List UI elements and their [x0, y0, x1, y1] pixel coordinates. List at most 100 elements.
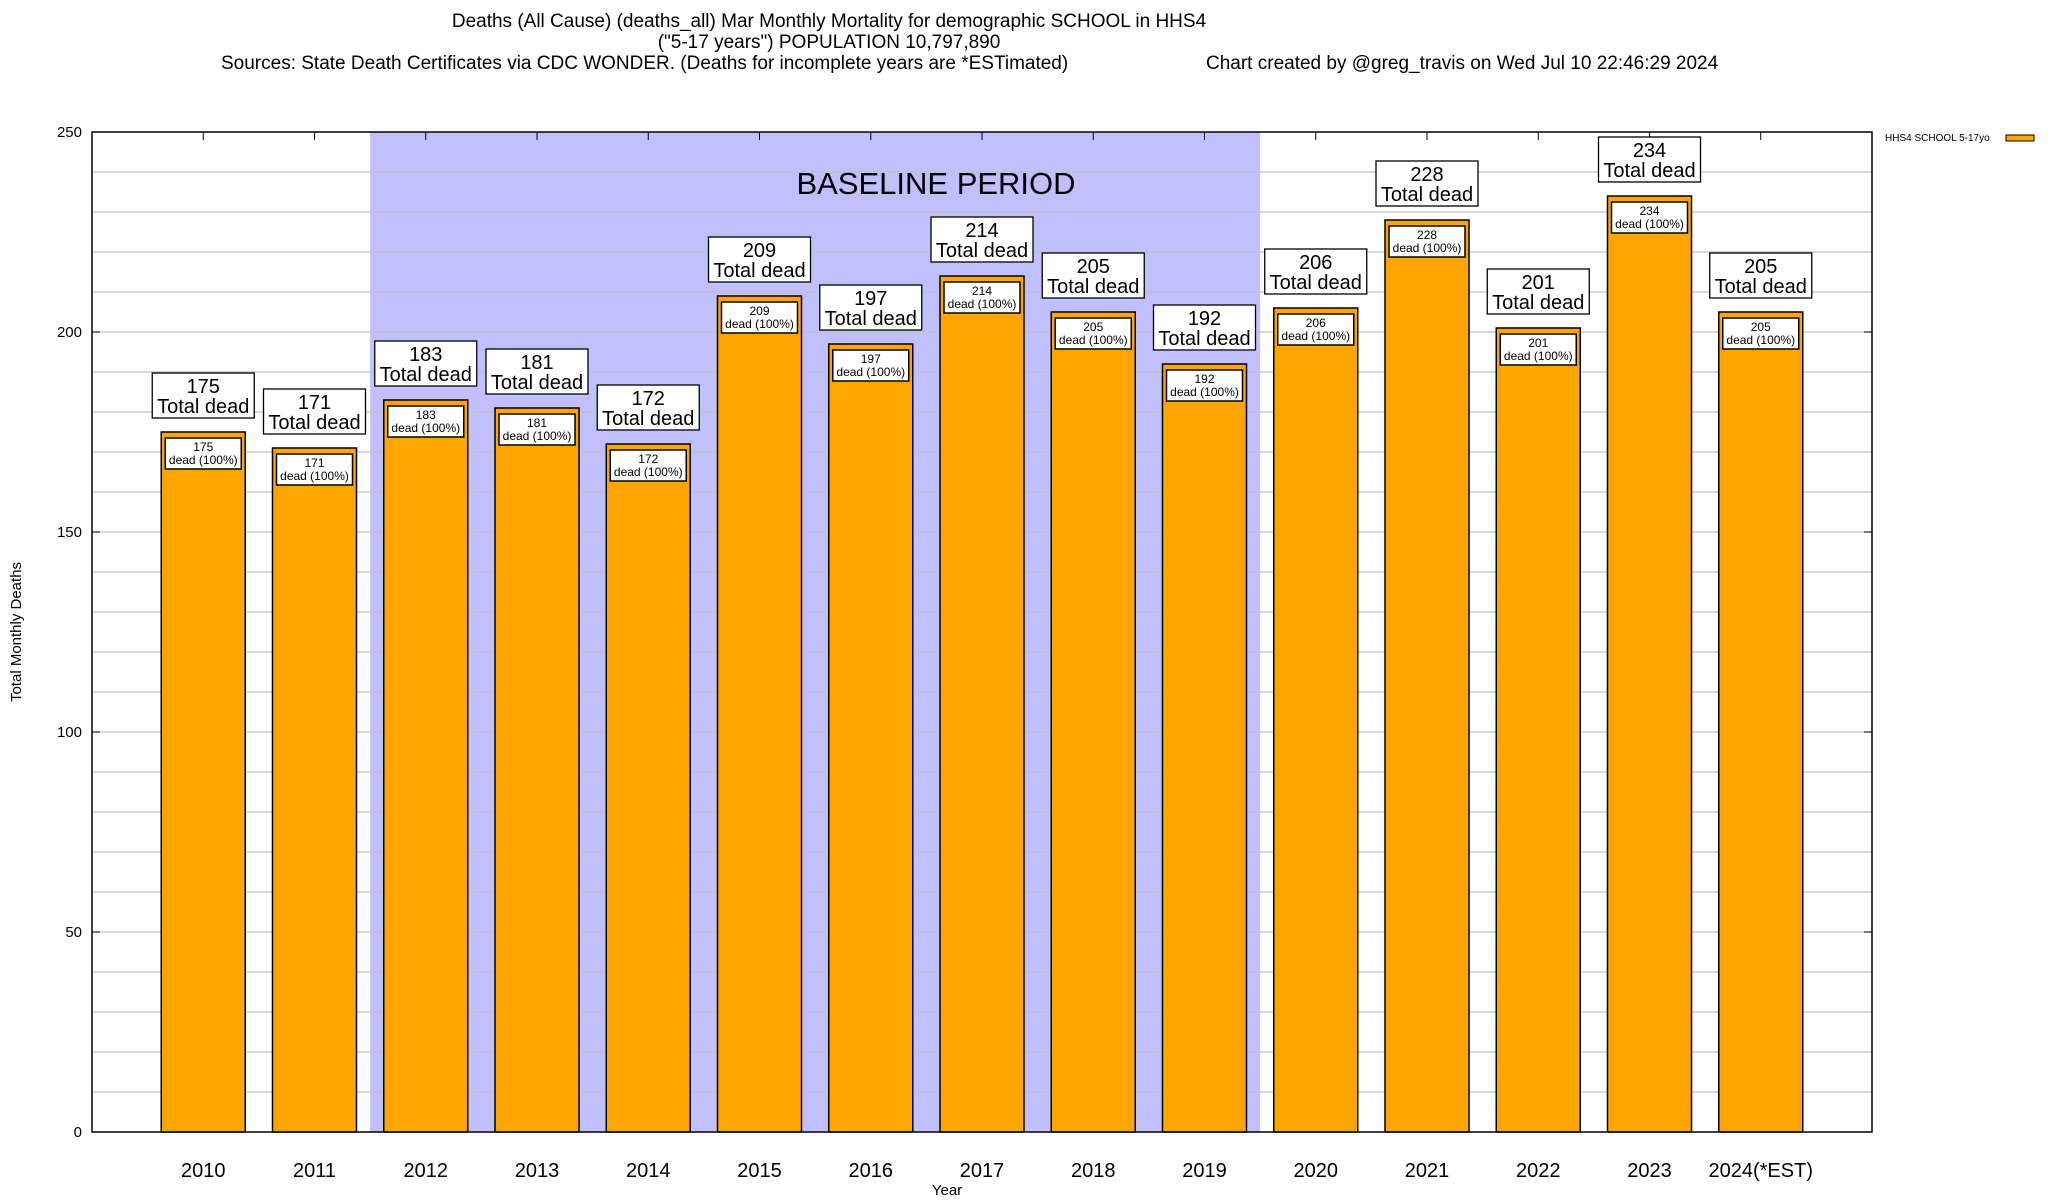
top-label-text: Total dead: [1715, 276, 1807, 298]
x-tick-label: 2015: [737, 1160, 782, 1182]
inner-label-text: dead (100%): [280, 469, 349, 483]
inner-label-text: dead (100%): [1393, 241, 1462, 255]
y-axis-label: Total Monthly Deaths: [8, 562, 25, 702]
top-label-value: 192: [1188, 308, 1221, 330]
top-label-text: Total dead: [825, 308, 917, 330]
top-label-box: [151, 372, 255, 419]
top-label-value: 183: [409, 344, 442, 366]
x-tick-label: 2010: [181, 1160, 226, 1182]
x-tick-label: 2022: [1516, 1160, 1561, 1182]
chart-sources: Sources: State Death Certificates via CD…: [221, 53, 1069, 74]
inner-label-value: 197: [861, 352, 881, 366]
top-label-box: [1486, 268, 1590, 315]
inner-label-text: dead (100%): [725, 317, 794, 331]
inner-label-value: 234: [1639, 204, 1659, 218]
bar-2010: [160, 431, 246, 1133]
x-tick-label: 2020: [1294, 1160, 1339, 1182]
inner-label-text: dead (100%): [391, 421, 460, 435]
inner-label-value: 201: [1528, 336, 1548, 350]
y-tick-label: 100: [57, 724, 82, 741]
x-tick-label: 2018: [1071, 1160, 1116, 1182]
inner-label-text: dead (100%): [1059, 333, 1128, 347]
inner-label-text: dead (100%): [503, 429, 572, 443]
inner-label-text: dead (100%): [1504, 349, 1573, 363]
top-label-text: Total dead: [1047, 276, 1139, 298]
top-label-text: Total dead: [602, 408, 694, 430]
top-label-value: 205: [1744, 256, 1777, 278]
inner-label-value: 181: [527, 416, 547, 430]
inner-label-value: 183: [416, 408, 436, 422]
bar-2020: [1273, 307, 1359, 1133]
top-label-box: [707, 236, 812, 283]
inner-label-value: 205: [1751, 320, 1771, 334]
bar-2021: [1384, 219, 1470, 1133]
top-label-box: [485, 348, 589, 395]
top-label-text: Total dead: [936, 240, 1028, 262]
top-label-value: 201: [1522, 272, 1555, 294]
inner-label-value: 206: [1306, 316, 1326, 330]
top-label-value: 209: [743, 240, 776, 262]
inner-label-box: [1277, 313, 1355, 346]
top-label-value: 205: [1077, 256, 1110, 278]
inner-label-box: [832, 349, 910, 382]
y-tick-label: 150: [57, 524, 82, 541]
top-label-text: Total dead: [713, 260, 805, 282]
top-label-value: 206: [1299, 252, 1332, 274]
x-tick-label: 2019: [1182, 1160, 1227, 1182]
y-tick-label: 0: [74, 1124, 82, 1141]
x-tick-label: 2014: [626, 1160, 671, 1182]
top-label-value: 181: [520, 352, 553, 374]
bar-2014: [605, 443, 691, 1133]
x-tick-label: 2013: [515, 1160, 560, 1182]
bar-2022: [1495, 327, 1581, 1133]
bar-2011: [271, 447, 358, 1133]
top-label-box: [930, 216, 1034, 263]
x-tick-label: 2011: [293, 1160, 336, 1182]
inner-label-box: [720, 301, 799, 334]
top-label-box: [1597, 136, 1702, 183]
top-label-box: [1709, 252, 1813, 299]
top-label-text: Total dead: [1158, 328, 1250, 350]
plot-frame: [91, 131, 1873, 1133]
inner-label-box: [609, 449, 687, 482]
inner-label-box: [1722, 317, 1800, 350]
inner-label-text: dead (100%): [948, 297, 1017, 311]
chart-title-line1: Deaths (All Cause) (deaths_all) Mar Mont…: [451, 11, 1207, 32]
top-label-text: Total dead: [268, 412, 360, 434]
y-tick-label: 50: [65, 924, 82, 941]
bar-2013: [494, 407, 580, 1133]
y-tick-label: 200: [57, 324, 82, 341]
top-label-text: Total dead: [157, 396, 249, 418]
top-label-text: Total dead: [491, 372, 583, 394]
x-tick-label: 2023: [1627, 1160, 1672, 1182]
top-label-box: [1041, 252, 1145, 299]
inner-label-box: [387, 405, 465, 438]
x-tick-label: 2017: [960, 1160, 1005, 1182]
bar-2012: [383, 399, 469, 1133]
x-tick-label: 2024(*EST): [1709, 1160, 1814, 1182]
top-label-box: [262, 388, 367, 435]
inner-label-box: [1054, 317, 1132, 350]
inner-label-text: dead (100%): [1615, 217, 1684, 231]
inner-label-box: [1165, 369, 1244, 402]
top-label-text: Total dead: [1492, 292, 1584, 314]
chart-credit: Chart created by @greg_travis on Wed Jul…: [1206, 53, 1719, 74]
inner-label-box: [1388, 225, 1466, 258]
inner-label-text: dead (100%): [1726, 333, 1795, 347]
inner-label-box: [498, 413, 576, 446]
top-label-box: [374, 340, 478, 387]
top-label-value: 197: [854, 288, 887, 310]
x-tick-label: 2016: [849, 1160, 894, 1182]
inner-label-box: [1610, 201, 1689, 234]
top-label-text: Total dead: [1381, 184, 1473, 206]
bar-2019: [1161, 363, 1248, 1133]
bar-2017: [939, 275, 1025, 1133]
inner-label-value: 172: [638, 452, 658, 466]
inner-label-value: 228: [1417, 228, 1437, 242]
top-label-box: [1152, 304, 1257, 351]
top-label-value: 214: [965, 220, 998, 242]
x-tick-label: 2012: [404, 1160, 449, 1182]
bar-2023: [1606, 195, 1693, 1133]
inner-label-box: [1499, 333, 1577, 366]
